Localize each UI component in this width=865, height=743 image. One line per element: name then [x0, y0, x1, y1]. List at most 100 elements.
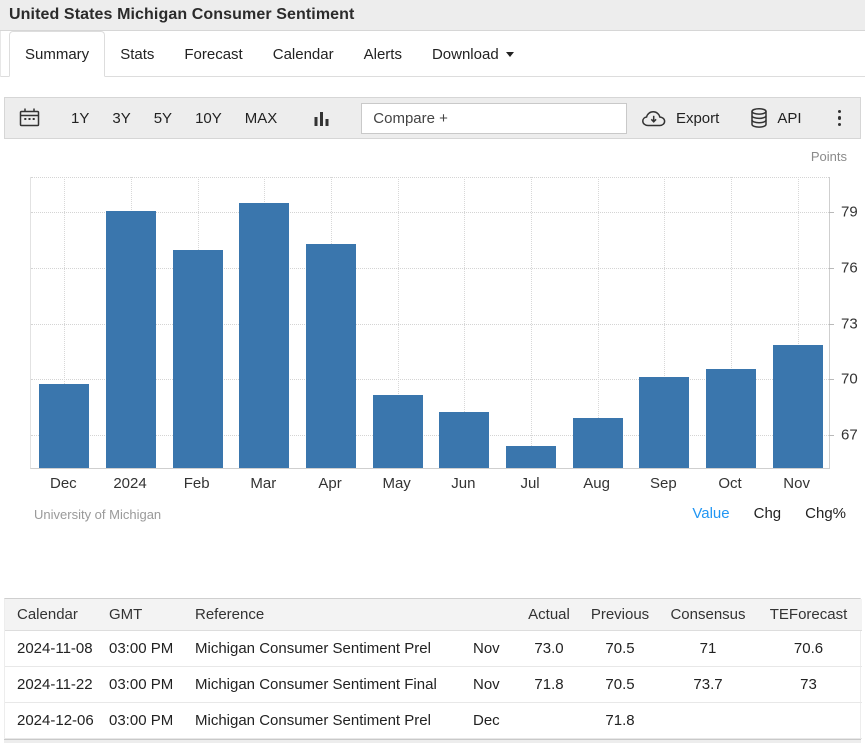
table-cell: Michigan Consumer Sentiment Final [195, 666, 473, 703]
series-link-chg[interactable]: Chg [753, 505, 782, 522]
gridline-y-79 [31, 211, 829, 213]
column-header-reference-period [473, 599, 519, 631]
table-cell: 03:00 PM [109, 666, 195, 703]
export-label: Export [675, 109, 720, 127]
table-cell: 03:00 PM [109, 630, 195, 667]
table-row[interactable]: 2024-11-08 03:00 PM Michigan Consumer Sent… [5, 630, 862, 667]
export-button[interactable]: Export [641, 109, 719, 128]
bar-sep[interactable] [639, 376, 690, 468]
table-body: 2024-11-08 03:00 PM Michigan Consumer Sent… [5, 630, 862, 739]
calendar-icon[interactable] [18, 107, 41, 129]
table-cell [519, 702, 579, 739]
series-link-value[interactable]: Value [692, 505, 730, 522]
x-tick-label: Feb [183, 475, 210, 492]
bar-mar[interactable] [239, 203, 290, 468]
api-label: API [777, 109, 802, 127]
title-bar: United States Michigan Consumer Sentimen… [0, 0, 865, 31]
tab-forecast[interactable]: Forecast [169, 31, 257, 77]
x-tick-label: Oct [718, 475, 742, 492]
tab-download[interactable]: Download [417, 31, 529, 77]
table-cell: 71 [661, 630, 755, 667]
range-button-3y[interactable]: 3Y [112, 109, 131, 127]
gridline-y-76 [31, 267, 829, 269]
bar-aug[interactable] [572, 417, 623, 468]
bar-may[interactable] [372, 395, 423, 468]
bar-oct[interactable] [706, 369, 756, 468]
y-axis-unit-label: Points [810, 149, 847, 164]
bar-apr[interactable] [306, 244, 356, 468]
bar-dec[interactable] [39, 384, 90, 468]
table-row[interactable]: 2024-12-06 03:00 PM Michigan Consumer Sent… [5, 702, 862, 739]
gridline-x [531, 177, 532, 468]
range-button-10y[interactable]: 10Y [195, 109, 222, 127]
gridline-x [664, 177, 666, 468]
series-link-chgpct[interactable]: Chg% [805, 505, 846, 522]
tab-calendar[interactable]: Calendar [258, 31, 349, 77]
tab-label: Download [431, 45, 499, 63]
gridline-x [797, 177, 799, 468]
toolbar-right: Export API [641, 107, 847, 129]
y-tick-mark [829, 267, 834, 269]
tab-label: Stats [120, 45, 155, 63]
chart-plot-area: 67 70 73 76 79 [30, 177, 858, 469]
tab-label: Forecast [184, 45, 243, 63]
compare-input[interactable] [361, 102, 628, 134]
x-tick-label: Apr [318, 475, 342, 492]
x-tick-label: Sep [649, 475, 677, 492]
y-tick-mark [829, 435, 834, 437]
range-button-5y[interactable]: 5Y [153, 109, 173, 127]
gridline-x [731, 177, 732, 468]
calendar-events-table: Calendar GMT Reference Actual Previous Consen… [4, 598, 862, 739]
y-tick-label: 67 [841, 426, 858, 444]
api-button[interactable]: API [749, 107, 802, 129]
gridline-x [397, 177, 399, 468]
table-cell: Nov [473, 666, 519, 703]
chart-toolbar: 1Y 3Y 5Y 10Y MAX Export API [4, 97, 861, 139]
x-tick-label: Nov [783, 475, 810, 492]
range-buttons: 1Y 3Y 5Y 10Y MAX [71, 110, 277, 127]
chart-card: Points 67 70 73 76 79 Dec 2024 Feb Mar Apr May Jun… [4, 139, 861, 544]
table-cell: 03:00 PM [109, 702, 195, 739]
column-header-Actual: Actual [519, 599, 579, 631]
table-cell: 73.0 [519, 630, 579, 667]
tab-label: Summary [25, 45, 90, 63]
bar-2024[interactable] [106, 210, 156, 468]
plot-top-border [31, 177, 829, 178]
tab-summary[interactable]: Summary [9, 31, 106, 77]
series-mode-links: Value Chg Chg% [692, 505, 846, 522]
y-tick-label: 70 [841, 370, 858, 388]
tab-stats[interactable]: Stats [105, 31, 169, 77]
gridline-y-70 [31, 379, 829, 381]
table-cell [755, 702, 862, 739]
y-tick-mark [829, 323, 834, 325]
y-tick-label: 73 [841, 315, 858, 332]
bar-jul[interactable] [506, 445, 556, 468]
table-row[interactable]: 2024-11-22 03:00 PM Michigan Consumer Sent… [5, 666, 862, 703]
kebab-menu-icon[interactable] [832, 108, 848, 129]
range-button-max[interactable]: MAX [244, 109, 278, 127]
x-tick-label: Dec [50, 475, 77, 492]
bar-jun[interactable] [439, 412, 490, 468]
tab-alerts[interactable]: Alerts [349, 31, 417, 77]
bar-feb[interactable] [172, 249, 223, 468]
table-cell: Nov [473, 630, 519, 667]
x-tick-label: 2024 [113, 475, 147, 492]
bar-nov[interactable] [772, 344, 823, 468]
table-cell: 73.7 [661, 666, 755, 703]
range-button-1y[interactable]: 1Y [71, 109, 90, 127]
database-icon [751, 107, 768, 128]
tab-label: Calendar [272, 45, 334, 63]
chevron-down-icon [505, 51, 514, 57]
table-cell: Michigan Consumer Sentiment Prel [195, 702, 473, 739]
tab-bar: Summary Stats Forecast Calendar Alerts Downlo… [0, 31, 865, 77]
y-tick-label: 79 [841, 203, 858, 220]
x-tick-label: Jul [520, 475, 540, 492]
table-cell: Michigan Consumer Sentiment Prel [195, 630, 473, 667]
table-header-row: Calendar GMT Reference Actual Previous Consen… [5, 599, 862, 631]
bar-chart-icon[interactable] [313, 108, 330, 128]
gridline-x [597, 177, 599, 468]
gridline-y-73 [31, 323, 829, 325]
gridline-x [64, 177, 66, 468]
column-header-Reference: Reference [195, 599, 473, 631]
spacer [0, 544, 865, 598]
